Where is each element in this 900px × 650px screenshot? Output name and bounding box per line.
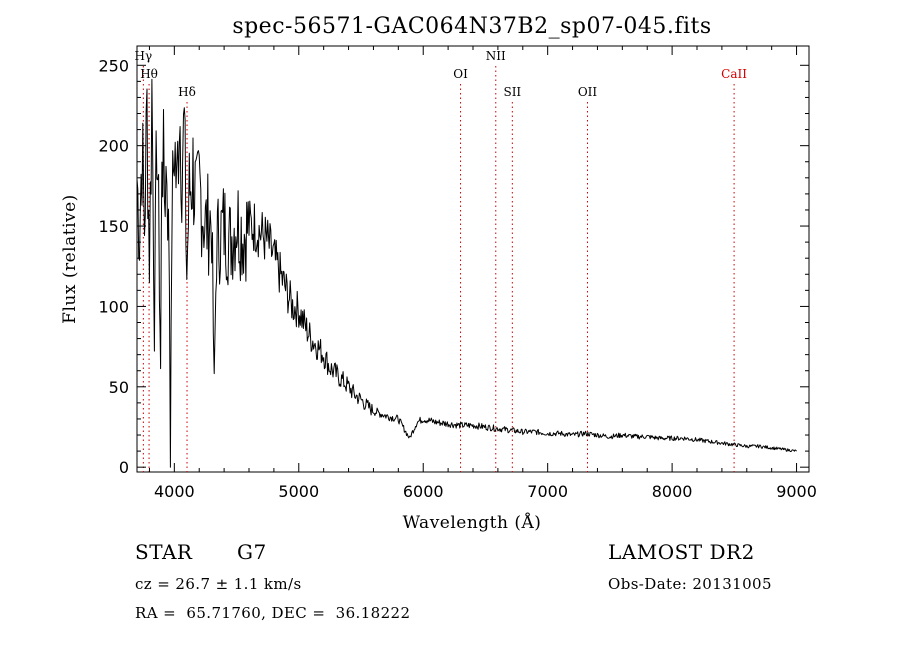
plot-frame xyxy=(136,45,810,473)
coordinates-text: RA = 65.71760, DEC = 36.18222 xyxy=(135,604,411,622)
y-tick-label: 250 xyxy=(98,56,129,75)
spectrum-chart: spec-56571-GAC064N37B2_sp07-045.fits HγH… xyxy=(60,14,817,533)
x-tick-label: 7000 xyxy=(527,482,568,501)
chart-title: spec-56571-GAC064N37B2_sp07-045.fits xyxy=(232,14,711,39)
spectral-line-markers: Hγ Hθ Hδ OI NII SII OII CaII xyxy=(135,49,747,472)
x-axis: 4000 5000 6000 7000 8000 9000 xyxy=(148,46,817,501)
x-axis-label: Wavelength (Å) xyxy=(403,512,542,533)
y-tick-label: 100 xyxy=(98,297,129,316)
spectral-line-label: Hδ xyxy=(178,85,196,99)
x-tick-label: 5000 xyxy=(278,482,319,501)
spectral-line-label: OI xyxy=(453,67,468,81)
y-axis-label: Flux (relative) xyxy=(60,194,80,324)
spectral-line-label: OII xyxy=(578,85,598,99)
spectral-line-label: CaII xyxy=(721,67,747,81)
y-tick-label: 200 xyxy=(98,137,129,156)
object-class: STAR xyxy=(135,540,193,564)
spectral-line-label: SII xyxy=(503,85,521,99)
x-tick-label: 8000 xyxy=(652,482,693,501)
redshift-text: cz = 26.7 ± 1.1 km/s xyxy=(135,575,302,593)
y-tick-label: 50 xyxy=(109,378,129,397)
y-tick-label: 150 xyxy=(98,217,129,236)
x-tick-label: 9000 xyxy=(776,482,817,501)
spectral-line-label: NII xyxy=(486,49,506,63)
x-tick-label: 6000 xyxy=(403,482,444,501)
x-tick-label: 4000 xyxy=(154,482,195,501)
y-tick-label: 0 xyxy=(119,458,129,477)
y-axis: 0 50 100 150 200 250 xyxy=(98,56,809,477)
survey-label: LAMOST DR2 xyxy=(608,540,755,564)
object-subclass: G7 xyxy=(237,540,267,564)
obs-date-text: Obs-Date: 20131005 xyxy=(608,575,772,593)
series-line xyxy=(136,78,797,468)
spectral-line-label: Hγ xyxy=(135,49,153,63)
spectral-line-label: Hθ xyxy=(140,67,158,81)
